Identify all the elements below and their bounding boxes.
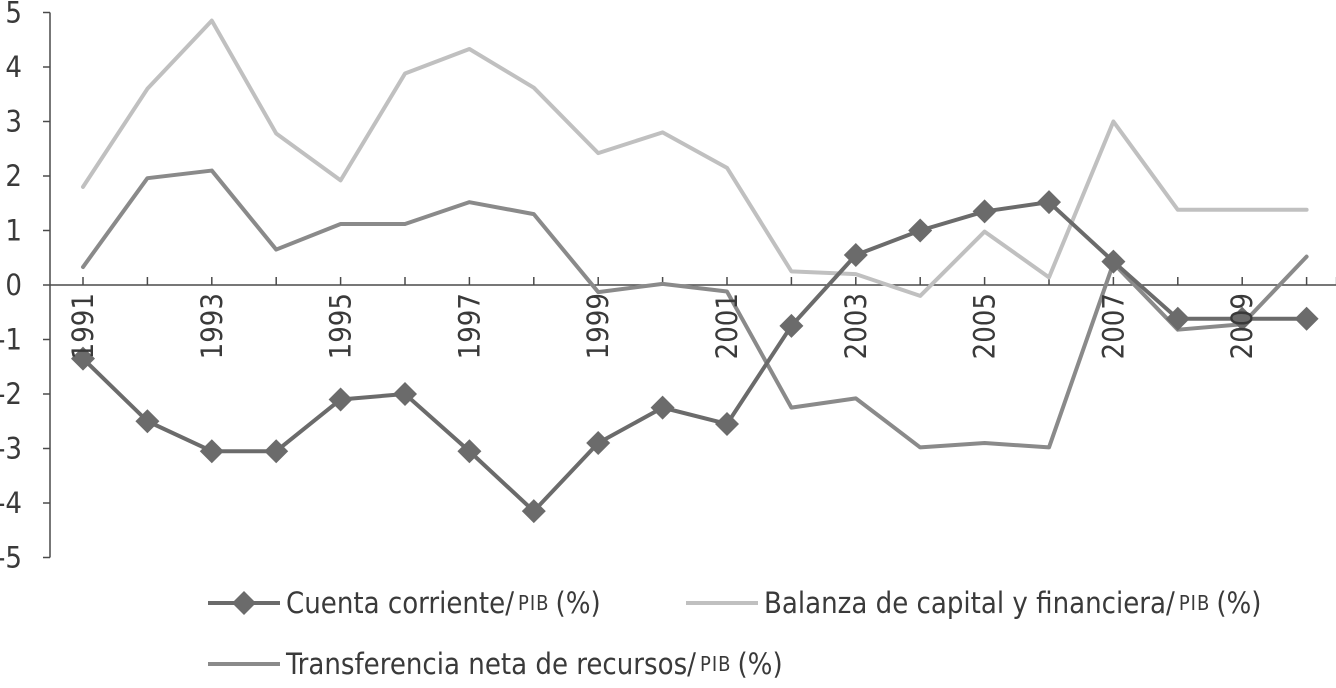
- y-tick-label: 3: [5, 105, 22, 139]
- y-tick-label: -5: [0, 541, 22, 575]
- legend-unit-cuenta-corriente: (%): [555, 586, 601, 620]
- legend-unit-transferencia: (%): [737, 647, 783, 681]
- y-tick-label: 4: [5, 50, 22, 84]
- data-point-0: [393, 382, 417, 406]
- legend-item-transferencia: Transferencia neta de recursos/ PIB (%): [208, 647, 783, 681]
- line-chart: 5 4 3 2 1 0 -1 -2 -3 -4 -5 1991 1993 1995 1997 1999 200…: [0, 0, 1336, 575]
- data-point-0: [1165, 306, 1190, 331]
- legend-item-balanza: Balanza de capital y financiera/ PIB (%): [686, 586, 1261, 620]
- data-point-0: [972, 199, 997, 224]
- legend-label-cuenta-corriente: Cuenta corriente/: [286, 586, 515, 620]
- y-tick-label: 1: [5, 214, 22, 248]
- legend-swatch-transferencia: [208, 662, 280, 666]
- data-point-0: [650, 395, 675, 420]
- legend-pib-balanza: PIB: [1178, 591, 1211, 615]
- data-point-0: [586, 431, 611, 456]
- y-tick-label: -1: [0, 323, 22, 357]
- series-line-2: [81, 168, 1309, 450]
- data-point-0: [843, 243, 868, 268]
- legend-pib-transferencia: PIB: [699, 652, 732, 676]
- series-line-0: [81, 200, 1309, 514]
- data-point-0: [1230, 306, 1255, 331]
- x-tick-label: 2005: [968, 293, 1002, 359]
- x-tick-label: 2009: [1225, 293, 1259, 359]
- axes: 5 4 3 2 1 0 -1 -2 -3 -4 -5: [0, 0, 1336, 575]
- series-layer: [71, 18, 1319, 524]
- data-point-0: [1101, 249, 1126, 274]
- legend-unit-balanza: (%): [1216, 586, 1262, 620]
- y-tick-label: 2: [5, 159, 22, 193]
- data-point-0: [1294, 306, 1319, 331]
- x-tick-label: 2007: [1096, 293, 1130, 359]
- x-tick-label: 1991: [66, 293, 100, 359]
- y-tick-label: -4: [0, 486, 22, 520]
- x-axis-ticks: 1991 1993 1995 1997 1999 2001 2003 2005 2007 2009: [66, 293, 1259, 359]
- data-point-0: [1037, 190, 1061, 215]
- legend-pib-cuenta-corriente: PIB: [518, 591, 550, 615]
- data-point-0: [908, 218, 933, 243]
- x-tick-label: 1999: [581, 293, 615, 359]
- x-tick-label: 2001: [710, 293, 744, 359]
- legend-swatch-balanza: [686, 601, 758, 605]
- y-tick-label: -2: [0, 377, 22, 411]
- data-point-0: [715, 411, 739, 436]
- legend-label-balanza: Balanza de capital y financiera/: [764, 586, 1175, 620]
- data-point-0: [779, 313, 804, 338]
- data-point-0: [135, 409, 160, 434]
- data-point-0: [457, 439, 482, 464]
- y-tick-label: -3: [0, 432, 22, 466]
- data-point-0: [71, 346, 95, 371]
- x-tick-label: 1995: [324, 293, 358, 359]
- legend-swatch-cuenta-corriente: [208, 591, 280, 615]
- x-tick-label: 2003: [839, 293, 873, 359]
- data-point-0: [264, 439, 289, 464]
- legend-item-cuenta-corriente: Cuenta corriente/ PIB (%): [208, 586, 601, 620]
- y-tick-label: 5: [5, 0, 22, 30]
- data-point-0: [199, 439, 224, 464]
- legend-label-transferencia: Transferencia neta de recursos/: [286, 647, 696, 681]
- x-tick-label: 1997: [452, 293, 486, 359]
- series-line-1: [81, 18, 1309, 298]
- x-tick-label: 1993: [195, 293, 229, 359]
- data-point-0: [521, 499, 546, 524]
- y-tick-label: 0: [5, 268, 22, 302]
- data-point-0: [328, 387, 353, 412]
